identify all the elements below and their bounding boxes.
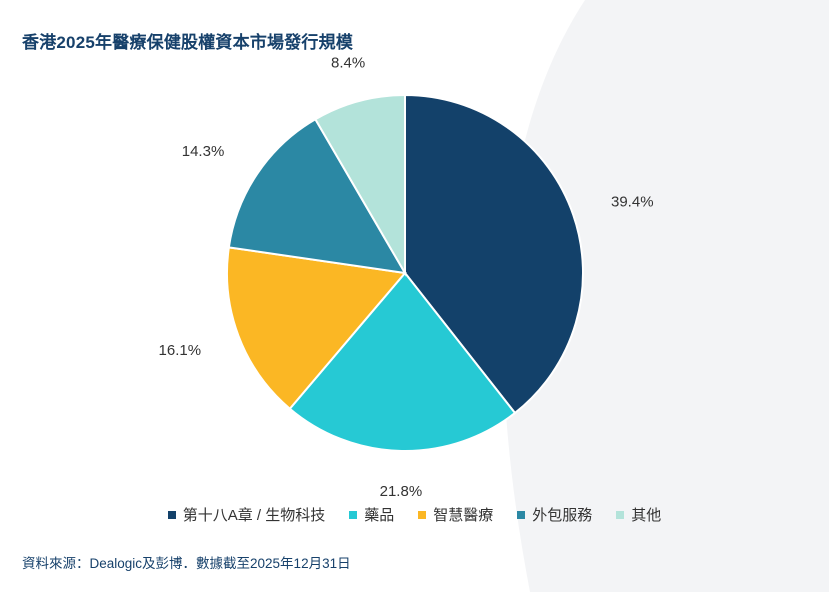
legend-swatch [517, 510, 526, 519]
legend-label: 藥品 [364, 507, 395, 524]
slice-label-4: 14.3% [182, 143, 225, 160]
pie-slice-3 [226, 246, 407, 411]
source-note: 資料來源：Dealogic及彭博．數據截至2025年12月31日 [22, 556, 351, 571]
legend-label: 第十八A章 / 生物科技 [182, 507, 326, 524]
pie-slice-4 [227, 117, 407, 275]
legend-swatch [418, 510, 427, 519]
slice-label-1: 39.4% [611, 194, 654, 211]
legend-label: 其他 [631, 507, 662, 524]
legend-item-5: 其他 [616, 504, 661, 525]
legend-item-3: 智慧醫療 [418, 504, 493, 525]
legend-item-2: 藥品 [349, 504, 394, 525]
legend-item-4: 外包服務 [517, 504, 592, 525]
slice-label-2: 21.8% [380, 483, 423, 500]
pie-slice-2 [288, 271, 517, 452]
pie-slice-1 [404, 93, 584, 415]
legend-swatch [616, 510, 625, 519]
legend-label: 外包服務 [532, 507, 593, 524]
pie-slice-5 [313, 93, 406, 277]
slice-label-3: 16.1% [159, 342, 202, 359]
legend-item-1: 第十八A章 / 生物科技 [167, 504, 326, 525]
legend: 第十八A章 / 生物科技 藥品 智慧醫療 外包服務 其他 [0, 504, 829, 525]
legend-swatch [349, 510, 358, 519]
slice-label-5: 8.4% [331, 55, 365, 72]
legend-swatch [167, 510, 176, 519]
chart-title: 香港2025年醫療保健股權資本市場發行規模 [22, 33, 354, 52]
legend-label: 智慧醫療 [433, 507, 494, 524]
